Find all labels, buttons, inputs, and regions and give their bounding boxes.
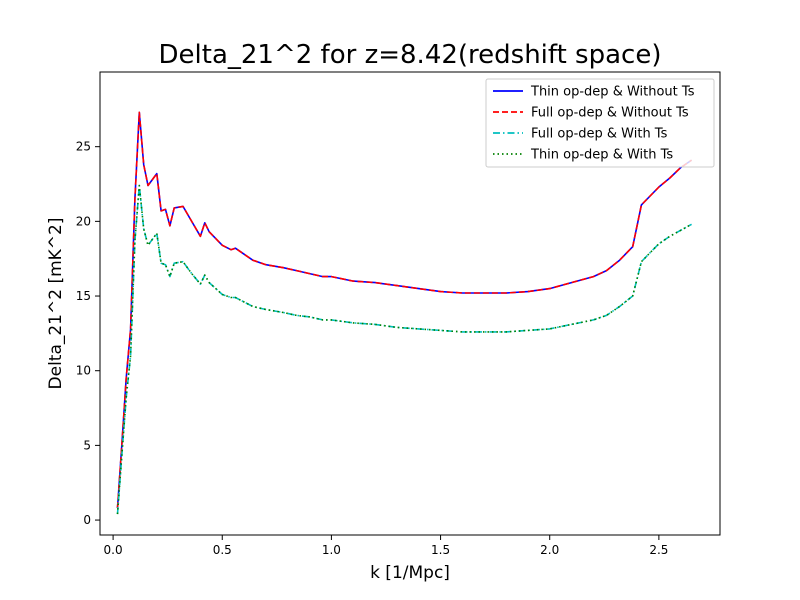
legend-label-4: Thin op-dep & With Ts bbox=[530, 148, 673, 163]
series-line-2 bbox=[116, 111, 693, 509]
legend-label-2: Full op-dep & Without Ts bbox=[531, 106, 689, 121]
x-axis: 0.0 0.5 1.0 1.5 2.0 2.5 bbox=[104, 535, 668, 557]
y-tick-label: 15 bbox=[76, 289, 91, 303]
legend: Thin op-dep & Without Ts Full op-dep & Wi… bbox=[485, 78, 715, 168]
series-line-4 bbox=[116, 184, 692, 515]
y-tick-label: 0 bbox=[83, 513, 91, 527]
legend-label-3: Full op-dep & With Ts bbox=[531, 127, 668, 142]
x-tick-label: 0.0 bbox=[104, 543, 123, 557]
x-tick-label: 2.5 bbox=[649, 543, 668, 557]
y-tick-label: 10 bbox=[76, 364, 91, 378]
y-tick-label: 5 bbox=[83, 438, 91, 452]
y-tick-label: 25 bbox=[76, 140, 91, 154]
series-line-1 bbox=[116, 111, 693, 509]
y-axis-label: Delta_21^2 [mK^2] bbox=[46, 218, 66, 390]
series-line-3 bbox=[116, 184, 692, 515]
x-tick-label: 0.5 bbox=[213, 543, 232, 557]
series-layer bbox=[116, 111, 693, 515]
x-tick-label: 1.0 bbox=[322, 543, 341, 557]
legend-label-1: Thin op-dep & Without Ts bbox=[530, 85, 695, 100]
legend-box bbox=[485, 78, 715, 168]
chart-title: Delta_21^2 for z=8.42(redshift space) bbox=[159, 40, 662, 70]
x-tick-label: 1.5 bbox=[431, 543, 450, 557]
y-tick-label: 20 bbox=[76, 214, 91, 228]
x-axis-label: k [1/Mpc] bbox=[370, 563, 450, 583]
plot-area bbox=[99, 71, 721, 536]
y-axis: 0 5 10 15 20 25 bbox=[76, 140, 100, 527]
x-tick-label: 2.0 bbox=[540, 543, 559, 557]
